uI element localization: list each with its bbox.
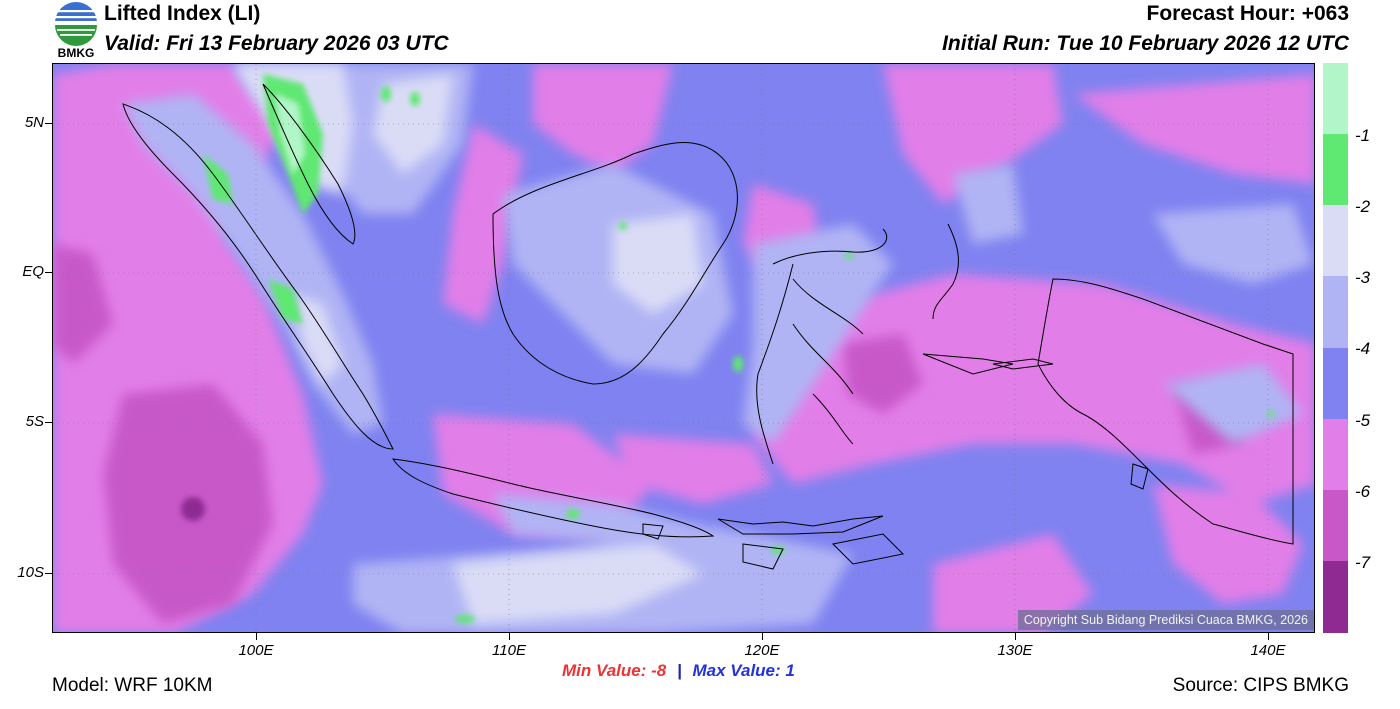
colorbar-segment <box>1323 419 1348 490</box>
max-value: 1 <box>785 661 795 680</box>
lat-label-5s: 5S <box>25 413 44 430</box>
lat-tick <box>45 573 52 574</box>
lat-label-5n: 5N <box>24 114 44 131</box>
lon-label-140e: 140E <box>1250 642 1286 659</box>
colorbar-label: -2 <box>1355 197 1371 216</box>
colorbar-label: -1 <box>1355 126 1371 145</box>
min-max-values: Min Value: -8 | Max Value: 1 <box>562 661 795 681</box>
model-name: Model: WRF 10KM <box>52 675 213 696</box>
lon-label-130e: 130E <box>997 642 1033 659</box>
copyright-notice: Copyright Sub Bidang Prediksi Cuaca BMKG… <box>1017 610 1314 630</box>
graticule <box>53 64 1314 632</box>
svg-text:BMKG: BMKG <box>58 46 95 59</box>
lon-tick <box>1268 633 1269 640</box>
lat-tick <box>45 123 52 124</box>
initial-run: Initial Run: Tue 10 February 2026 12 UTC <box>942 32 1349 55</box>
bmkg-logo-icon: BMKG <box>52 1 100 60</box>
colorbar-label: -6 <box>1355 482 1371 501</box>
colorbar-segment <box>1323 276 1348 348</box>
colorbar-label: -5 <box>1355 411 1371 430</box>
min-label: Min Value: <box>562 661 647 680</box>
colorbar-segment <box>1323 490 1348 561</box>
lat-label-10s: 10S <box>17 564 44 581</box>
colorbar <box>1323 63 1348 633</box>
colorbar-label: -4 <box>1355 339 1371 358</box>
colorbar-segment <box>1323 561 1348 633</box>
valid-time: Valid: Fri 13 February 2026 03 UTC <box>104 32 449 55</box>
colorbar-label: -7 <box>1355 553 1371 572</box>
li-field-lavender <box>123 64 1313 632</box>
lifted-index-map: Copyright Sub Bidang Prediksi Cuaca BMKG… <box>52 63 1315 633</box>
colorbar-segment <box>1323 63 1348 134</box>
lon-tick <box>762 633 763 640</box>
forecast-hour: Forecast Hour: +063 <box>1146 2 1350 25</box>
data-source: Source: CIPS BMKG <box>1172 675 1349 696</box>
colorbar-segment <box>1323 348 1348 419</box>
lat-tick <box>45 272 52 273</box>
coastlines <box>122 83 1294 570</box>
colorbar-label: -3 <box>1355 268 1371 287</box>
lon-tick <box>509 633 510 640</box>
lat-tick <box>45 422 52 423</box>
min-value: -8 <box>651 661 667 680</box>
lon-tick <box>1015 633 1016 640</box>
min-max-separator: | <box>676 661 682 680</box>
lon-tick <box>256 633 257 640</box>
lat-label-eq: EQ <box>22 263 44 280</box>
lon-label-120e: 120E <box>744 642 780 659</box>
colorbar-segment <box>1323 134 1348 205</box>
lon-label-110e: 110E <box>492 642 526 659</box>
max-label: Max Value: <box>692 661 781 680</box>
colorbar-segment <box>1323 205 1348 276</box>
lon-label-100e: 100E <box>238 642 274 659</box>
map-title: Lifted Index (LI) <box>104 2 261 25</box>
